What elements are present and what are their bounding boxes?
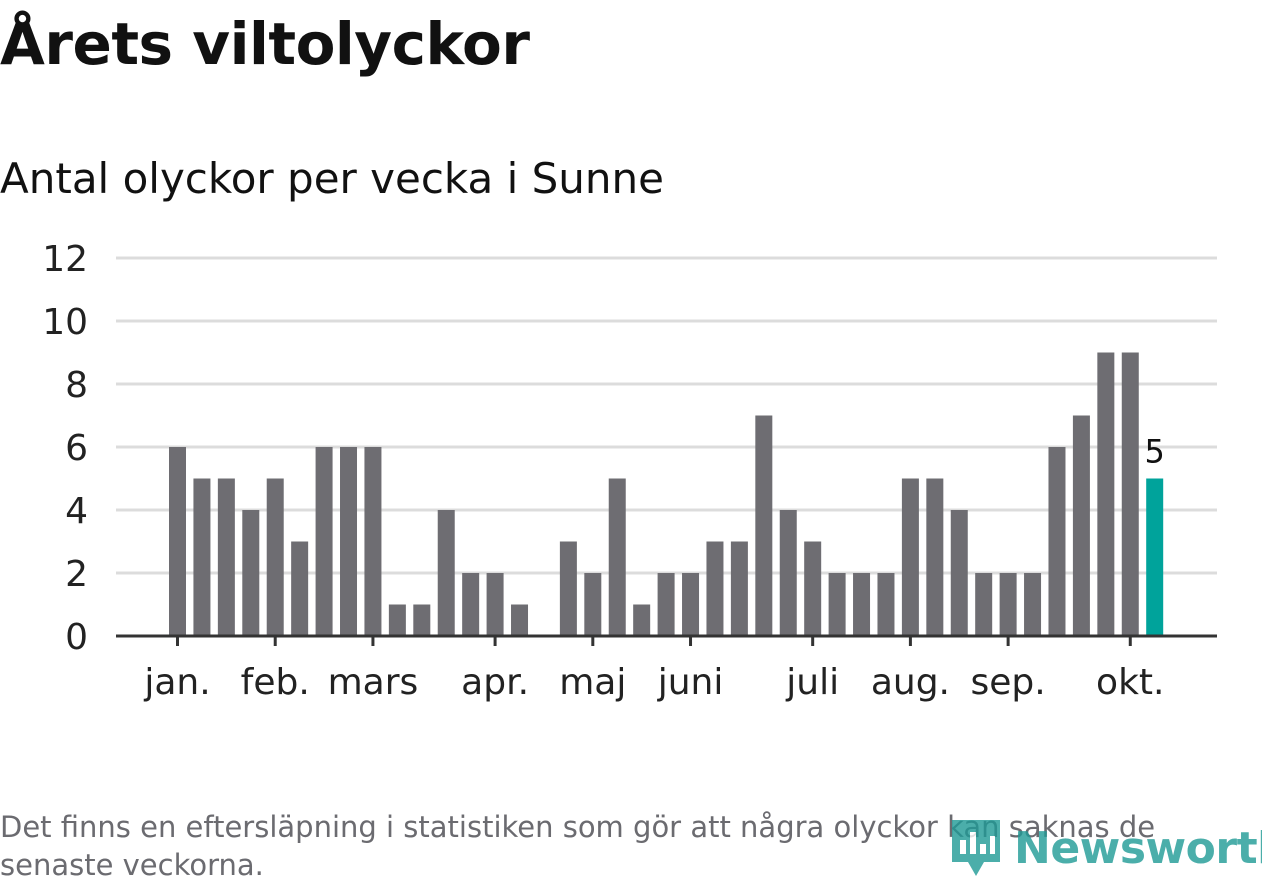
bar [169,447,186,636]
bar [413,604,431,636]
bar [315,447,333,636]
bar [926,478,944,636]
x-tick-label: maj [559,662,626,703]
bar [1097,352,1115,636]
bar [559,541,577,636]
chart-title: Årets viltolyckor [0,10,530,78]
bar [877,573,895,636]
y-tick-label: 0 [65,617,88,658]
y-tick-label: 6 [65,428,88,469]
x-tick-label: aug. [871,662,950,703]
data-labels: 5 [1145,433,1165,471]
bar [1072,415,1090,636]
bar [266,478,284,636]
y-tick-label: 12 [42,239,88,280]
bar-highlight [1146,478,1164,636]
bar [657,573,675,636]
x-tick-label: juli [785,662,839,703]
bar [828,573,846,636]
bar [999,573,1017,636]
data-label: 5 [1145,433,1165,471]
bar [608,478,626,636]
bar [584,573,602,636]
chart-subtitle: Antal olyckor per vecka i Sunne [0,154,664,203]
bar [511,604,529,636]
bar [682,573,700,636]
x-tick-label: okt. [1096,662,1164,703]
bar [730,541,748,636]
bar [706,541,724,636]
bar [1121,352,1139,636]
bar [755,415,773,636]
bar [340,447,358,636]
y-tick-label: 2 [65,554,88,595]
bar [462,573,480,636]
x-axis-ticks: jan. feb. mars apr. maj juni juli aug. sep. okt. [143,636,1164,703]
bar [853,573,871,636]
x-tick-label: juni [657,662,724,703]
y-tick-label: 10 [42,302,88,343]
bar [950,510,968,636]
bar [388,604,406,636]
bar [486,573,504,636]
y-tick-label: 8 [65,365,88,406]
bar [1024,573,1042,636]
newsworthy-logo-icon [952,820,1000,876]
x-tick-label: apr. [461,662,529,703]
bar [975,573,993,636]
x-tick-label: feb. [241,662,310,703]
bar [193,478,211,636]
y-tick-label: 4 [65,491,88,532]
bar [779,510,797,636]
brand-name: Newsworthy [1014,822,1262,874]
bar [364,447,382,636]
bar [804,541,822,636]
bar [1048,447,1066,636]
x-tick-label: mars [328,662,419,703]
bar [291,541,309,636]
bar [633,604,651,636]
bar [242,510,260,636]
x-tick-label: sep. [971,662,1046,703]
bar [437,510,455,636]
x-tick-label: jan. [143,662,210,703]
brand-logo: Newsworthy [950,818,1262,878]
bars [169,352,1164,636]
y-axis-ticks: 0 2 4 6 8 10 12 [42,239,88,658]
bar [901,478,919,636]
bar [217,478,235,636]
